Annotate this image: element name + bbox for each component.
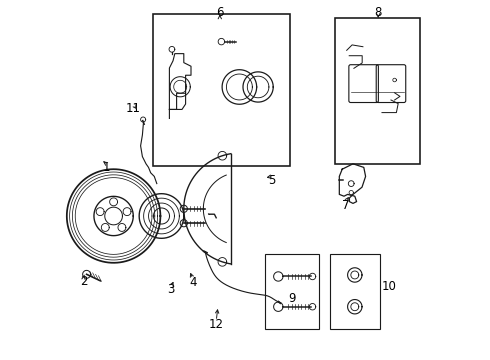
Bar xyxy=(265,254,319,329)
Text: 3: 3 xyxy=(168,283,175,296)
Text: 4: 4 xyxy=(189,276,196,289)
Bar xyxy=(153,14,290,166)
Text: 9: 9 xyxy=(288,292,295,305)
Text: 1: 1 xyxy=(102,161,110,174)
Text: 12: 12 xyxy=(209,318,224,331)
Bar xyxy=(335,18,419,164)
Text: 10: 10 xyxy=(382,280,396,293)
Text: 7: 7 xyxy=(342,199,349,212)
Text: 6: 6 xyxy=(216,6,223,19)
Text: 2: 2 xyxy=(80,275,88,288)
Bar xyxy=(330,254,380,329)
Text: 8: 8 xyxy=(374,6,382,19)
Text: 5: 5 xyxy=(269,174,276,186)
Text: 11: 11 xyxy=(126,102,141,114)
